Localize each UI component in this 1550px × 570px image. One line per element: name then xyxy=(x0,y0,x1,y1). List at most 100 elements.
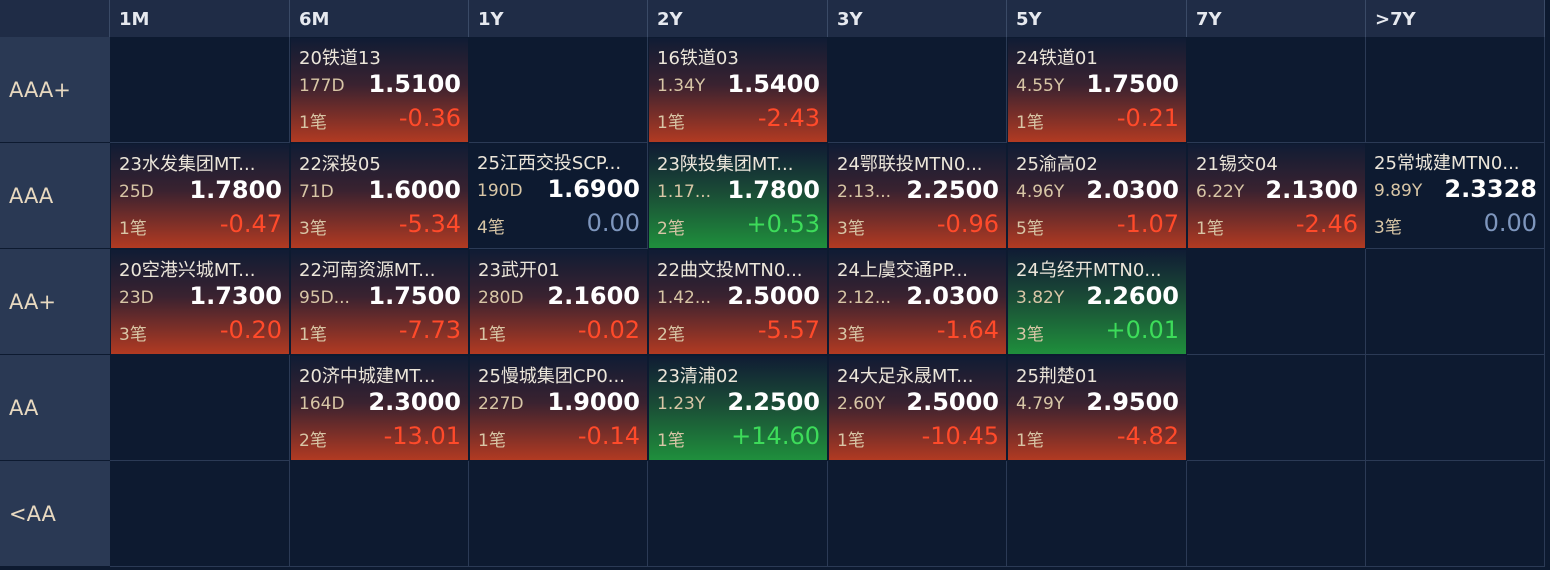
bond-name: 25江西交投SCP... xyxy=(477,153,622,174)
bond-cell[interactable]: 24乌经开MTN0... 3.82Y 2.2600 3笔 +0.01 xyxy=(1007,249,1187,355)
bond-name: 23陕投集团MT... xyxy=(657,154,794,175)
bond-name: 20铁道13 xyxy=(299,48,381,69)
yield: 2.2500 xyxy=(906,176,999,204)
bond-cell[interactable]: 22曲文投MTN0... 1.42... 2.5000 2笔 -5.57 xyxy=(648,249,828,355)
empty-cell xyxy=(1366,461,1545,567)
bond-cell[interactable]: 25慢城集团CP0... 227D 1.9000 1笔 -0.14 xyxy=(469,355,648,461)
trade-count: 1笔 xyxy=(1016,113,1044,133)
bond-cell[interactable]: 16铁道03 1.34Y 1.5400 1笔 -2.43 xyxy=(648,37,828,143)
change: -10.45 xyxy=(921,422,999,450)
change: -5.57 xyxy=(757,316,820,344)
trade-count: 5笔 xyxy=(1016,219,1044,239)
change: -5.34 xyxy=(398,210,461,238)
yield: 2.9500 xyxy=(1086,388,1179,416)
empty-cell xyxy=(1187,249,1366,355)
empty-cell xyxy=(828,461,1007,567)
change: +14.60 xyxy=(731,422,820,450)
term: 95D... xyxy=(299,288,350,308)
trade-count: 1笔 xyxy=(299,113,327,133)
bond-cell[interactable]: 24上虞交通PP... 2.12... 2.0300 3笔 -1.64 xyxy=(828,249,1007,355)
empty-cell xyxy=(648,461,828,567)
term: 164D xyxy=(299,394,345,414)
change: 0.00 xyxy=(586,209,640,237)
bond-cell[interactable]: 22深投05 71D 1.6000 3笔 -5.34 xyxy=(290,143,469,249)
trade-count: 1笔 xyxy=(1196,219,1224,239)
bond-cell[interactable]: 24铁道01 4.55Y 1.7500 1笔 -0.21 xyxy=(1007,37,1187,143)
column-header: 5Y xyxy=(1007,0,1187,37)
empty-cell xyxy=(1366,355,1545,461)
row-label: AA+ xyxy=(0,249,110,355)
change: -0.02 xyxy=(577,316,640,344)
bond-cell[interactable]: 23清浦02 1.23Y 2.2500 1笔 +14.60 xyxy=(648,355,828,461)
bond-cell[interactable]: 25荆楚01 4.79Y 2.9500 1笔 -4.82 xyxy=(1007,355,1187,461)
trade-count: 2笔 xyxy=(657,325,685,345)
term: 2.12... xyxy=(837,288,892,308)
bond-cell[interactable]: 25常城建MTN0... 9.89Y 2.3328 3笔 0.00 xyxy=(1366,143,1545,249)
term: 6.22Y xyxy=(1196,182,1245,202)
bond-cell[interactable]: 20空港兴城MT... 23D 1.7300 3笔 -0.20 xyxy=(110,249,290,355)
bond-cell[interactable]: 20济中城建MT... 164D 2.3000 2笔 -13.01 xyxy=(290,355,469,461)
empty-cell xyxy=(110,355,290,461)
yield: 1.7800 xyxy=(189,176,282,204)
bond-name: 24乌经开MTN0... xyxy=(1016,260,1162,281)
bond-name: 24铁道01 xyxy=(1016,48,1098,69)
term: 25D xyxy=(119,182,154,202)
yield: 2.2500 xyxy=(727,388,820,416)
bond-name: 24上虞交通PP... xyxy=(837,260,968,281)
bond-name: 25荆楚01 xyxy=(1016,366,1098,387)
bond-cell[interactable]: 21锡交04 6.22Y 2.1300 1笔 -2.46 xyxy=(1187,143,1366,249)
yield: 1.7800 xyxy=(727,176,820,204)
bond-cell[interactable]: 25江西交投SCP... 190D 1.6900 4笔 0.00 xyxy=(469,143,648,249)
change: +0.01 xyxy=(1105,316,1179,344)
empty-cell xyxy=(1187,37,1366,143)
trade-count: 1笔 xyxy=(1016,431,1044,451)
term: 190D xyxy=(477,181,523,201)
yield: 2.0300 xyxy=(1086,176,1179,204)
bond-cell[interactable]: 20铁道13 177D 1.5100 1笔 -0.36 xyxy=(290,37,469,143)
change: -0.96 xyxy=(936,210,999,238)
term: 23D xyxy=(119,288,154,308)
bond-name: 24大足永晟MT... xyxy=(837,366,974,387)
change: -0.14 xyxy=(577,422,640,450)
term: 1.23Y xyxy=(657,394,706,414)
trade-count: 1笔 xyxy=(478,325,506,345)
change: -13.01 xyxy=(383,422,461,450)
bond-cell[interactable]: 23水发集团MT... 25D 1.7800 1笔 -0.47 xyxy=(110,143,290,249)
column-header: 1M xyxy=(110,0,290,37)
trade-count: 1笔 xyxy=(478,431,506,451)
trade-count: 3笔 xyxy=(837,219,865,239)
term: 9.89Y xyxy=(1374,181,1423,201)
term: 280D xyxy=(478,288,524,308)
trade-count: 4笔 xyxy=(477,218,505,238)
yield: 2.1600 xyxy=(547,282,640,310)
empty-cell xyxy=(290,461,469,567)
yield: 1.6000 xyxy=(368,176,461,204)
bond-cell[interactable]: 24鄂联投MTN0... 2.13... 2.2500 3笔 -0.96 xyxy=(828,143,1007,249)
term: 3.82Y xyxy=(1016,288,1065,308)
yield: 1.9000 xyxy=(547,388,640,416)
empty-cell xyxy=(1366,249,1545,355)
yield: 2.2600 xyxy=(1086,282,1179,310)
yield: 2.1300 xyxy=(1265,176,1358,204)
change: -0.36 xyxy=(398,104,461,132)
bond-cell[interactable]: 24大足永晟MT... 2.60Y 2.5000 1笔 -10.45 xyxy=(828,355,1007,461)
term: 4.55Y xyxy=(1016,76,1065,96)
bond-name: 23清浦02 xyxy=(657,366,739,387)
bond-cell[interactable]: 25渝高02 4.96Y 2.0300 5笔 -1.07 xyxy=(1007,143,1187,249)
column-header: 6M xyxy=(290,0,469,37)
column-header: 2Y xyxy=(648,0,828,37)
yield: 1.5400 xyxy=(727,70,820,98)
bond-cell[interactable]: 23陕投集团MT... 1.17... 1.7800 2笔 +0.53 xyxy=(648,143,828,249)
yield: 2.5000 xyxy=(906,388,999,416)
row-label: AA xyxy=(0,355,110,461)
bond-name: 25慢城集团CP0... xyxy=(478,366,625,387)
yield: 1.7300 xyxy=(189,282,282,310)
column-header: 3Y xyxy=(828,0,1007,37)
bond-cell[interactable]: 22河南资源MT... 95D... 1.7500 1笔 -7.73 xyxy=(290,249,469,355)
column-header: 1Y xyxy=(469,0,648,37)
term: 2.60Y xyxy=(837,394,886,414)
trade-count: 3笔 xyxy=(1374,218,1402,238)
yield: 1.7500 xyxy=(1086,70,1179,98)
bond-cell[interactable]: 23武开01 280D 2.1600 1笔 -0.02 xyxy=(469,249,648,355)
trade-count: 3笔 xyxy=(1016,325,1044,345)
